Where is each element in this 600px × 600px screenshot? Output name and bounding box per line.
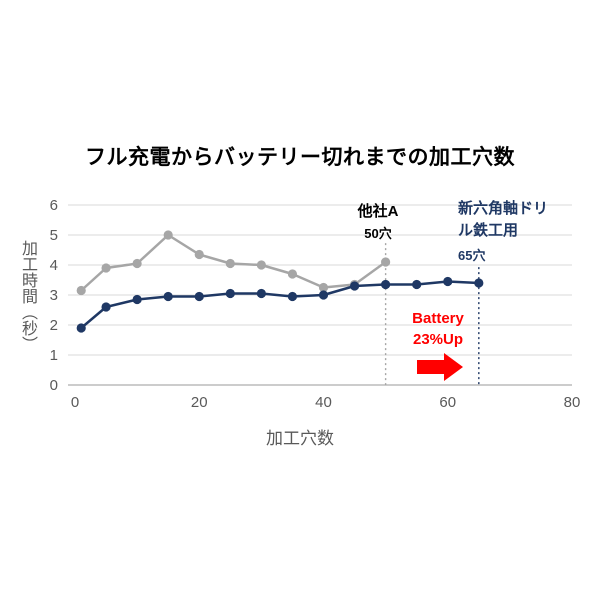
data-point-marker (287, 291, 298, 302)
battery-improvement-callout: Battery 23%Up (395, 308, 481, 350)
y-tick-label: 0 (50, 377, 58, 394)
data-point-marker (412, 279, 422, 290)
x-axis-title: 加工穴数 (266, 429, 334, 448)
data-point-marker (132, 294, 142, 305)
data-point-marker (225, 258, 235, 269)
data-point-marker (318, 282, 329, 293)
product-holes-value: 65穴 (458, 247, 486, 263)
y-tick-label: 5 (50, 227, 58, 244)
y-axis-title: 加工時間（秒） (19, 240, 36, 352)
competitor-series-label: 他社A (357, 203, 399, 220)
data-point-marker (194, 249, 204, 260)
data-point-marker (256, 260, 266, 270)
y-tick-label: 1 (50, 347, 58, 364)
data-point-marker (381, 257, 391, 267)
data-point-marker (132, 258, 142, 269)
x-tick-label: 80 (564, 394, 581, 411)
data-point-marker (381, 279, 391, 290)
competitor-holes-value: 50穴 (364, 226, 392, 241)
data-point-marker (194, 291, 204, 302)
data-point-marker (474, 278, 484, 288)
data-point-marker (225, 288, 235, 299)
data-point-marker (76, 323, 86, 333)
competitor-callout: 他社A 50穴 (330, 200, 426, 242)
battery-callout-line2: 23%Up (412, 331, 464, 348)
data-point-marker (349, 281, 360, 291)
data-point-marker (443, 276, 453, 287)
product-callout: 新六角軸ドリル鉄工用 65穴 (458, 198, 552, 264)
x-tick-label: 40 (315, 394, 332, 411)
data-point-marker (101, 263, 111, 273)
x-tick-label: 60 (439, 394, 456, 411)
data-point-marker (256, 288, 266, 299)
battery-up-arrow-icon (417, 353, 463, 381)
x-tick-label: 0 (71, 394, 79, 411)
data-point-marker (101, 302, 111, 312)
x-tick-label: 20 (191, 394, 208, 411)
data-point-marker (318, 290, 329, 300)
chart-title: フル充電からバッテリー切れまでの加工穴数 (85, 146, 515, 169)
y-tick-label: 2 (50, 317, 58, 334)
y-tick-label: 6 (50, 197, 58, 214)
product-series-label: 新六角軸ドリル鉄工用 (458, 200, 549, 239)
y-tick-label: 4 (50, 257, 58, 274)
data-point-marker (163, 230, 173, 240)
battery-callout-line1: Battery (412, 310, 464, 327)
data-point-marker (76, 285, 86, 296)
series-line (80, 280, 479, 329)
data-point-marker (163, 291, 173, 302)
y-tick-label: 3 (50, 287, 58, 304)
data-point-marker (287, 269, 298, 279)
